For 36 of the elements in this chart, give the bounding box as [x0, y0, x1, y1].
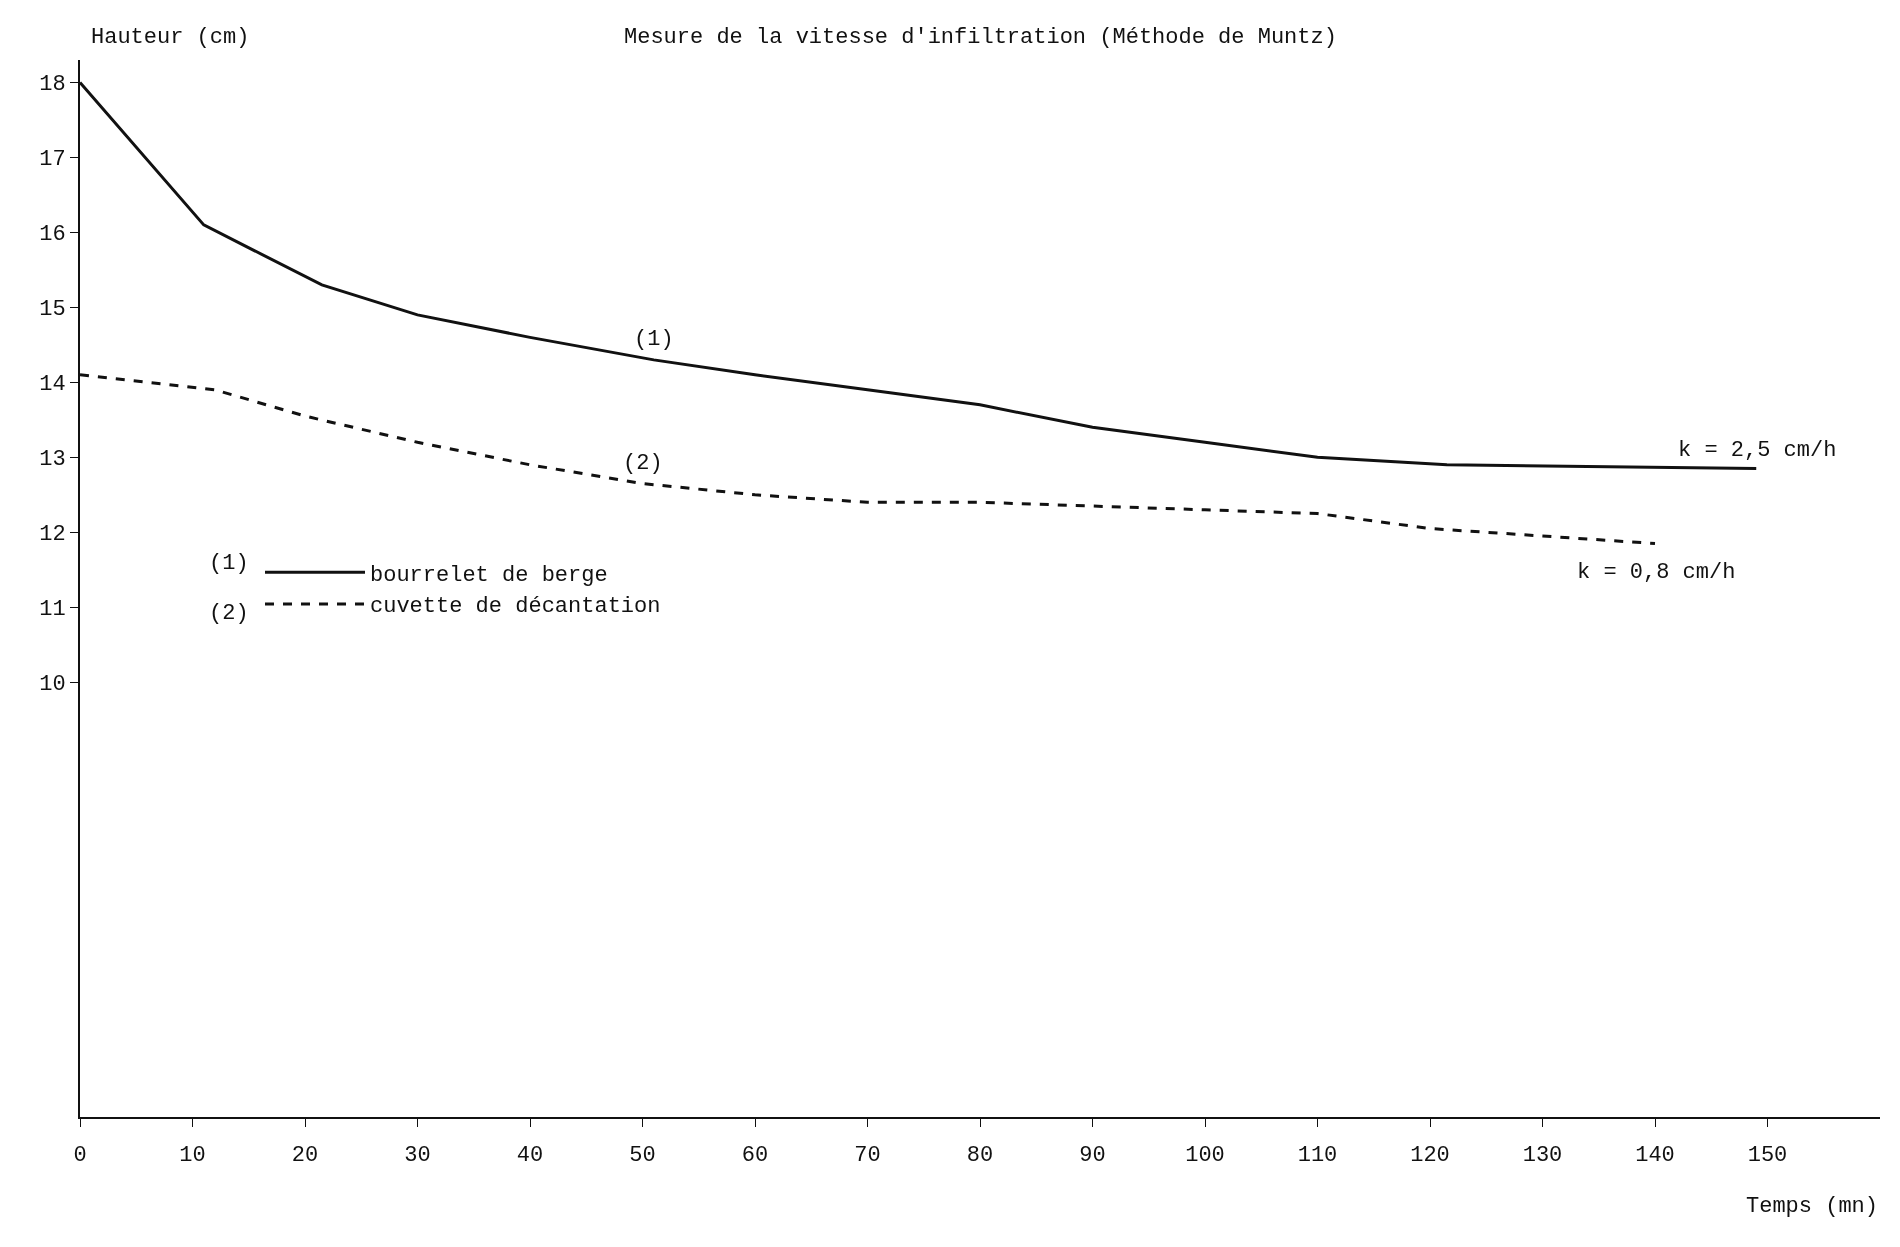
x-tick-label: 150	[1747, 1143, 1788, 1169]
legend-label: cuvette de décantation	[370, 594, 661, 620]
annotation: (1)	[634, 327, 674, 352]
annotation: (2)	[623, 451, 663, 476]
x-tick-label: 0	[73, 1143, 87, 1169]
annotation: k = 2,5 cm/h	[1678, 438, 1837, 463]
annotation: k = 0,8 cm/h	[1577, 560, 1736, 585]
y-axis-title: Hauteur (cm)	[91, 25, 250, 50]
x-tick-label: 120	[1410, 1143, 1450, 1169]
chart-title: Mesure de la vitesse d'infiltration (Méthode de Muntz)	[624, 25, 1337, 50]
y-tick-label: 17	[39, 147, 66, 173]
y-tick-label: 13	[39, 447, 66, 473]
legend-label: bourrelet de berge	[370, 562, 608, 588]
x-tick-label: 70	[854, 1143, 881, 1169]
x-tick-label: 60	[741, 1143, 769, 1169]
y-tick-label: 10	[39, 671, 66, 697]
x-tick-label: 30	[404, 1143, 431, 1169]
x-tick-label: 110	[1297, 1143, 1338, 1169]
x-tick-label: 140	[1635, 1143, 1675, 1169]
x-tick-label: 40	[516, 1143, 544, 1169]
y-tick-label: 14	[39, 372, 66, 398]
x-tick-label: 80	[966, 1143, 994, 1169]
x-tick-label: 50	[629, 1143, 656, 1169]
y-tick-label: 11	[39, 596, 66, 622]
y-tick-label: 16	[39, 222, 66, 248]
annotation: (2)	[209, 601, 249, 626]
x-tick-label: 90	[1079, 1143, 1106, 1169]
x-tick-label: 20	[291, 1143, 319, 1169]
y-tick-label: 12	[39, 521, 66, 547]
x-tick-label: 10	[179, 1143, 206, 1169]
annotation: (1)	[209, 551, 249, 576]
x-axis-title: Temps (mn)	[1746, 1194, 1879, 1219]
x-tick-label: 130	[1522, 1143, 1563, 1169]
x-tick-label: 100	[1185, 1143, 1225, 1169]
y-tick-label: 15	[39, 297, 66, 323]
y-tick-label: 18	[39, 72, 66, 98]
